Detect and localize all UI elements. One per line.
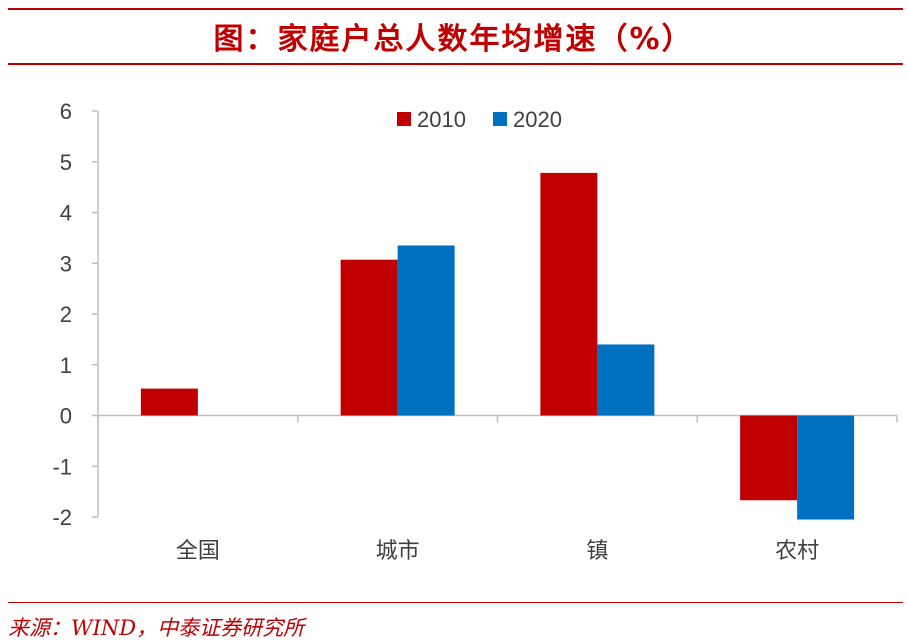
legend-label-2020: 2020 [513,107,562,132]
bar-2010 [740,415,798,501]
x-axis: 全国 城市 镇 农村 [97,414,898,564]
bar-chart: 6 5 4 3 2 1 0 -1 -2 全国 城市 镇 农村 2010 2020 [52,99,898,564]
x-tick-label: 农村 [775,539,819,564]
title-bottom-rule [8,63,903,65]
x-tick-label: 全国 [176,539,220,564]
legend-swatch-2010 [397,112,411,126]
legend-label-2010: 2010 [417,107,466,132]
y-tick-label: 4 [60,201,72,226]
y-tick-label: 3 [60,251,72,276]
title-bar: 图：家庭户总人数年均增速（%） [0,0,907,68]
y-tick-label: 2 [60,302,72,327]
source-rule [8,602,903,603]
legend: 2010 2020 [397,107,562,132]
bar-2020 [797,415,855,520]
bar-2020 [597,344,655,416]
y-tick-label: 5 [60,150,72,175]
bar-2020 [397,245,455,416]
y-tick-label: 6 [60,99,72,124]
bar-2010 [140,388,198,416]
y-axis: 6 5 4 3 2 1 0 -1 -2 [52,99,99,530]
bar-2010 [340,259,398,416]
y-tick-label: -2 [52,505,72,530]
x-tick-label: 城市 [376,539,420,564]
bars [140,172,855,520]
x-tick-label: 镇 [586,539,608,564]
source-note: 来源：WIND，中泰证券研究所 [8,616,305,640]
legend-swatch-2020 [493,112,507,126]
y-tick-label: 1 [60,353,72,378]
bar-2010 [540,172,598,416]
chart-title: 图：家庭户总人数年均增速（%） [213,22,694,57]
y-tick-label: -1 [52,454,72,479]
y-tick-label: 0 [60,404,72,429]
title-top-rule [8,8,903,10]
